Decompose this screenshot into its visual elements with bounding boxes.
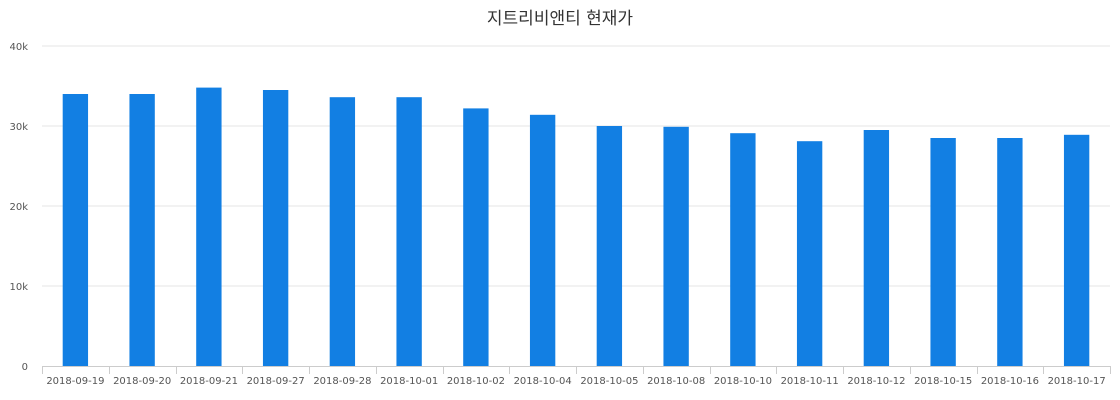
x-tick-label: 2018-10-02 [447,376,505,387]
bar-2018-10-17[interactable] [1063,134,1090,366]
y-axis: 0 10k 20k 30k 40k [9,42,28,373]
bar-2018-09-27[interactable] [262,90,289,366]
x-tick-label: 2018-10-12 [847,376,905,387]
x-tick-label: 2018-10-04 [514,376,572,387]
bar-2018-10-11[interactable] [796,141,823,366]
y-tick-label: 30k [9,122,28,133]
bar-2018-10-02[interactable] [463,108,489,367]
bars [62,87,1090,367]
x-axis: 2018-09-19 2018-09-20 2018-09-21 2018-09-27… [42,366,1111,387]
x-tick-label: 2018-09-19 [46,376,104,387]
chart-title: 지트리비앤티 현재가 [487,9,634,29]
bar-2018-10-01[interactable] [396,97,422,366]
bar-2018-09-21[interactable] [196,87,222,366]
bar-2018-10-16[interactable] [997,138,1023,366]
bar-2018-10-08[interactable] [663,126,689,366]
bar-2018-10-05[interactable] [596,126,623,366]
bar-2018-09-20[interactable] [129,94,155,366]
y-tick-label: 40k [9,42,28,53]
x-tick-label: 2018-09-27 [247,376,305,387]
x-tick-label: 2018-10-15 [914,376,972,387]
x-tick-label: 2018-10-17 [1048,376,1106,387]
x-tick-label: 2018-10-01 [380,376,438,387]
bar-2018-09-28[interactable] [329,97,356,366]
x-tick-label: 2018-10-08 [647,376,705,387]
x-tick-label: 2018-10-10 [714,376,772,387]
bar-2018-09-19[interactable] [62,94,89,366]
x-tick-label: 2018-09-20 [113,376,171,387]
x-tick-label: 2018-09-28 [313,376,371,387]
y-tick-label: 0 [22,362,28,373]
x-tick-label: 2018-10-05 [580,376,638,387]
x-tick-label: 2018-09-21 [180,376,238,387]
bar-2018-10-10[interactable] [730,133,756,366]
y-tick-label: 20k [9,202,28,213]
x-tick-label: 2018-10-11 [781,376,839,387]
bar-2018-10-04[interactable] [529,114,556,366]
bar-2018-10-15[interactable] [930,138,956,366]
bar-2018-10-12[interactable] [863,130,890,366]
y-tick-label: 10k [9,282,28,293]
x-tick-label: 2018-10-16 [981,376,1039,387]
